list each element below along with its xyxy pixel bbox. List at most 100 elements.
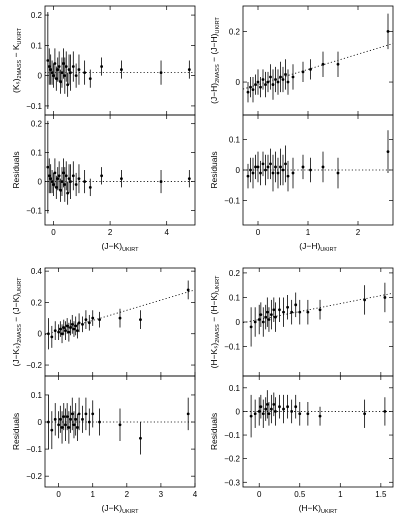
top-right-lower-ylabel: Residuals — [209, 151, 219, 188]
top-left-upper-data-point — [64, 65, 68, 68]
top-left-upper-data-point — [66, 83, 70, 87]
top-left-upper-data-point — [88, 77, 92, 81]
top-left-lower-data-point — [46, 165, 50, 169]
top-left-upper-data-point — [46, 59, 50, 62]
bottom-left-xlabel: (J−K)UKIRT — [102, 503, 140, 514]
top-right-upper-ytick-label: 0 — [236, 78, 241, 87]
bottom-right-upper-data-point — [261, 320, 265, 324]
top-left-lower-data-point — [74, 183, 78, 186]
bottom-left-upper-ytick-label: 0 — [38, 330, 43, 339]
top-right-lower-data-point — [281, 168, 285, 172]
top-right-lower-data-point — [251, 171, 255, 175]
top-left-upper-data-point — [59, 80, 62, 84]
bottom-right-upper-data-point — [290, 310, 294, 314]
top-right-upper-data-point — [274, 78, 277, 81]
top-left-lower-data-point — [52, 183, 55, 186]
top-right-upper-data-point — [286, 80, 290, 84]
bottom-right-upper-data-point — [298, 310, 302, 314]
top-left-upper-data-point — [187, 68, 191, 71]
bottom-right-lower-data-point — [294, 405, 298, 409]
bottom-right-lower-data-point — [249, 414, 253, 418]
bottom-right-lower-data-point — [264, 407, 268, 411]
top-left-lower-data-point — [69, 180, 72, 183]
top-right-lower-data-point — [386, 150, 390, 154]
top-left-lower-data-point — [50, 180, 54, 183]
bottom-right-lower-data-point — [278, 405, 281, 409]
top-right-lower-data-point — [276, 171, 280, 175]
top-left-lower-ytick-label: 0.1 — [31, 149, 43, 158]
top-right-upper-data-point — [336, 62, 340, 66]
bottom-left-upper-data-point — [62, 326, 66, 329]
top-left-lower-frame — [44, 114, 196, 226]
bottom-left-upper-data-point — [91, 316, 95, 320]
top-right-upper-data-point — [251, 88, 255, 92]
bottom-left-upper-data-point — [69, 326, 72, 329]
bottom-left-upper-ytick-label: 0.2 — [31, 298, 43, 307]
bottom-left-upper-data-point — [77, 321, 81, 325]
top-right-lower-data-point — [269, 162, 272, 166]
top-left-lower-data-point — [88, 185, 92, 189]
bottom-right-upper-data-point — [259, 313, 263, 317]
top-right-lower-data-point — [309, 168, 312, 172]
bottom-left-upper-data-point — [72, 327, 76, 331]
bottom-right-lower-data-point — [306, 412, 310, 416]
top-right-lower-data-point — [271, 171, 275, 175]
top-right-lower-data-point — [246, 174, 250, 178]
top-left-upper-data-point — [159, 71, 163, 75]
top-right-upper-data-point — [246, 90, 250, 94]
bottom-left-upper-data-point — [84, 318, 88, 322]
top-right-lower-data-point — [336, 171, 340, 175]
bottom-left-lower-data-point — [64, 423, 67, 427]
top-left-lower-data-point — [60, 180, 64, 183]
top-right-lower-data-point — [259, 171, 262, 175]
bottom-left-upper-data-point — [75, 329, 79, 333]
top-right-upper-data-point — [256, 80, 260, 84]
top-right-lower-data-point — [249, 168, 252, 172]
top-left-upper-data-point — [77, 68, 81, 71]
bottom-left-lower-data-point — [50, 428, 54, 432]
top-left-upper-ytick-label: −0.1 — [26, 102, 42, 111]
top-left-upper-data-point — [71, 65, 75, 68]
top-left-lower-data-point — [187, 177, 191, 181]
bottom-right-upper-data-point — [278, 308, 281, 312]
bottom-left-upper-data-point — [65, 324, 69, 328]
bottom-right-lower-data-point — [253, 412, 257, 416]
top-right-lower-ytick-label: 0 — [236, 166, 241, 175]
top-left-lower-data-point — [54, 185, 58, 189]
bottom-left-lower-data-point — [58, 417, 62, 421]
top-left-lower-data-point — [61, 171, 65, 175]
top-left-lower-data-point — [83, 180, 87, 183]
bottom-left-lower-data-point — [62, 415, 66, 419]
top-right-upper-data-point — [271, 83, 275, 86]
bottom-right-lower-ylabel: Residuals — [209, 413, 219, 450]
bottom-left-upper-data-point — [186, 288, 190, 292]
bottom-left-lower-data-point — [186, 412, 190, 416]
bottom-left-lower-data-point — [70, 412, 74, 416]
top-right-upper-data-point — [279, 75, 282, 79]
top-right-lower-xtick-label: 0 — [256, 228, 261, 237]
bottom-right-upper-ytick-label: −0.1 — [224, 343, 240, 352]
bottom-left-upper-data-point — [50, 335, 54, 339]
bottom-right-upper-data-point — [267, 318, 271, 321]
top-left-upper-data-point — [67, 68, 71, 71]
bottom-right-lower-data-point — [267, 412, 271, 416]
top-right-lower-data-point — [256, 165, 260, 169]
bottom-right-lower-data-point — [318, 414, 322, 418]
top-right-xlabel: (J−H)UKIRT — [299, 241, 337, 253]
top-left-lower-data-point — [59, 188, 62, 192]
bottom-left-lower-data-point — [57, 423, 61, 427]
bottom-right-upper-data-point — [257, 318, 261, 321]
top-left-lower-data-point — [49, 177, 53, 181]
top-right-lower-data-point — [254, 165, 257, 169]
top-left-lower-data-point — [67, 177, 71, 181]
top-right-upper-data-point — [249, 85, 252, 89]
top-left-upper-ylabel: (Kₛ)2MASS − KUKIRT — [11, 27, 23, 93]
top-left-lower-data-point — [56, 177, 60, 181]
top-right-upper-data-point — [321, 62, 325, 66]
bottom-right-upper-data-point — [253, 320, 257, 324]
top-left-lower-ytick-label: −0.1 — [26, 207, 42, 216]
top-right-lower-data-point — [279, 165, 282, 169]
bottom-left-lower-ytick-label: 0 — [38, 418, 43, 427]
top-left-upper-data-point — [47, 65, 51, 68]
bottom-right-lower-data-point — [383, 410, 387, 413]
